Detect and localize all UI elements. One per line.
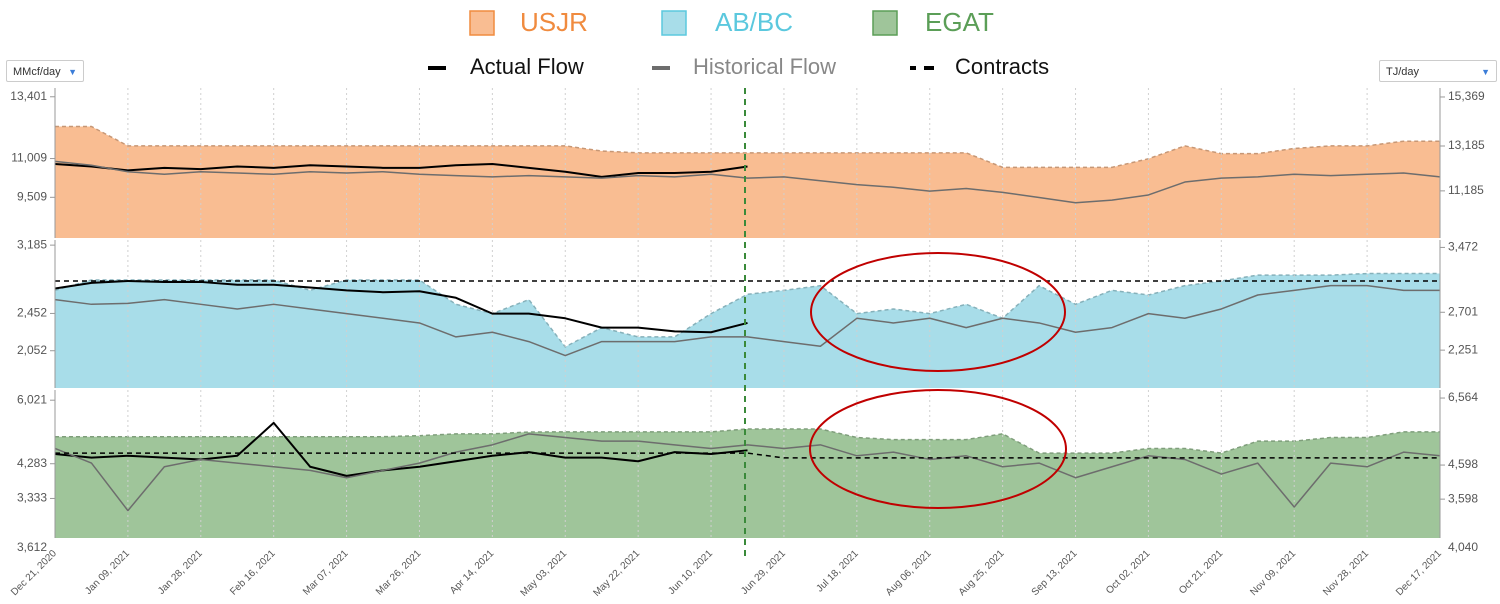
y2-tick-label: 6,564 <box>1448 390 1478 404</box>
capacity-area <box>55 273 1440 388</box>
left-unit-dropdown[interactable]: MMcf/day <box>6 60 84 83</box>
axis-floor-label: 4,040 <box>1448 540 1478 554</box>
legend-swatch <box>469 10 495 36</box>
y-tick-label: 9,509 <box>17 189 47 203</box>
y2-tick-label: 3,598 <box>1448 491 1478 505</box>
capacity-outline <box>55 125 1440 169</box>
highlight-ellipse <box>809 389 1067 509</box>
legend-label: Actual Flow <box>470 54 584 79</box>
capacity-outline <box>54 272 1440 348</box>
plots: 13,401 11,009 9,509 15,369 13,185 11,185 3,185… <box>9 88 1485 599</box>
capacity-area <box>55 126 1440 238</box>
legend-label: AB/BC <box>715 7 793 37</box>
y-tick-label: 2,052 <box>17 343 47 357</box>
y2-tick-label: 2,251 <box>1448 342 1478 356</box>
y-tick-label: 13,401 <box>10 89 47 103</box>
flow-line <box>54 421 748 477</box>
legend-label: Contracts <box>955 54 1049 79</box>
highlight-ellipse <box>810 252 1066 372</box>
y-tick-label: 2,452 <box>17 306 47 320</box>
legend-label: EGAT <box>925 7 994 37</box>
legend-swatch <box>872 10 898 36</box>
flow-line <box>54 162 748 178</box>
y-tick-label: 4,283 <box>17 456 47 470</box>
y2-tick-label: 4,598 <box>1448 457 1478 471</box>
y-tick-label: 6,021 <box>17 392 47 406</box>
capacity-area <box>55 428 1440 538</box>
y2-tick-label: 15,369 <box>1448 89 1485 103</box>
legend: USJR AB/BC EGAT Actual Flow Historical Flow C… <box>428 7 1049 79</box>
legend-label: USJR <box>520 7 588 37</box>
flow-line <box>54 284 1440 357</box>
legend-label: Historical Flow <box>693 54 836 79</box>
y-tick-label: 11,009 <box>11 151 47 165</box>
y2-tick-label: 11,185 <box>1448 183 1484 197</box>
flow-line <box>54 160 1441 204</box>
line-legend-bg <box>412 48 1072 88</box>
y2-tick-label: 2,701 <box>1448 304 1478 318</box>
y-tick-label: 3,185 <box>17 237 47 251</box>
y2-tick-label: 3,472 <box>1448 240 1478 254</box>
axis-floor-label: 3,612 <box>17 540 47 554</box>
right-unit-dropdown[interactable]: TJ/day <box>1379 60 1497 83</box>
legend-swatch <box>661 10 687 36</box>
flow-line <box>54 280 748 334</box>
flow-line <box>54 433 1441 512</box>
y2-tick-label: 13,185 <box>1448 138 1485 152</box>
contracts-line <box>55 452 1440 459</box>
y-tick-label: 3,333 <box>17 491 47 505</box>
